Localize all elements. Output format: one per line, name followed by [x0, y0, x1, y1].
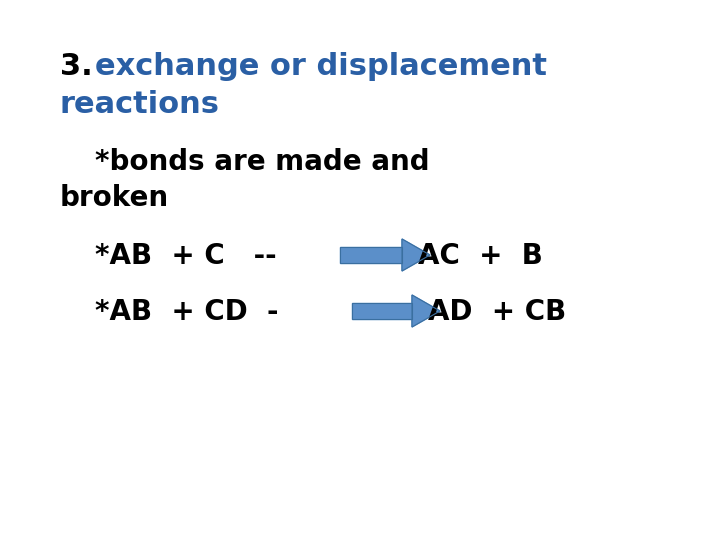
Text: AD  + CB: AD + CB [428, 298, 566, 326]
Text: reactions: reactions [60, 90, 220, 119]
Bar [340, 247, 402, 263]
Bar [340, 247, 402, 263]
Text: broken: broken [60, 184, 169, 212]
Text: *AB  + CD  -: *AB + CD - [95, 298, 279, 326]
Text: *AB  + C   --: *AB + C -- [95, 242, 276, 270]
Polygon shape [402, 239, 430, 271]
Bar [352, 303, 412, 319]
Text: *bonds are made and: *bonds are made and [95, 148, 430, 176]
Text: 3.: 3. [60, 52, 93, 81]
Polygon shape [412, 295, 440, 327]
Text: exchange or displacement: exchange or displacement [95, 52, 547, 81]
Bar [352, 303, 412, 319]
Text: AC  +  B: AC + B [418, 242, 543, 270]
